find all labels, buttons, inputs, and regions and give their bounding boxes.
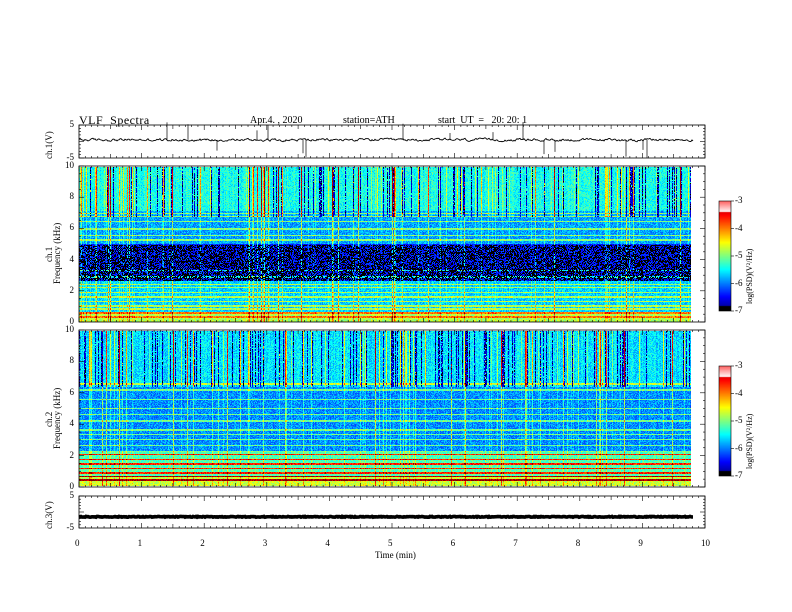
- colorbar-tick-label: -7: [735, 305, 743, 315]
- figure-title: VLF Spectra: [79, 113, 150, 127]
- x-tick-label: 1: [137, 538, 143, 548]
- x-tick-label: 5: [388, 538, 393, 548]
- colorbar-frame: [718, 200, 732, 312]
- y-tick-label: 8: [69, 355, 75, 366]
- y-tick-label: 10: [65, 324, 74, 334]
- colorbar-tick-label: -5: [735, 250, 743, 260]
- y-tick-label: 2: [69, 449, 75, 460]
- date-label: Apr.4. , 2020: [250, 115, 303, 126]
- colorbar-frame: [718, 365, 732, 477]
- colorbar-tick-label: -3: [735, 360, 743, 370]
- y-tick-label: 5: [69, 119, 75, 129]
- y-tick-label: 6: [69, 386, 75, 397]
- ch1-waveform-trace: [78, 137, 694, 143]
- x-tick-label: 3: [262, 538, 268, 548]
- x-tick-label: 6: [450, 538, 456, 548]
- ch1-waveform-ylabel: ch.1(V): [44, 131, 54, 159]
- y-tick-label: 10: [65, 160, 74, 170]
- colorbar-tick-label: -6: [735, 442, 743, 453]
- station-label: station=ATH: [343, 115, 395, 126]
- ch3-waveform-trace: [78, 514, 694, 520]
- y-tick-label: -5: [66, 522, 75, 532]
- y-tick-label: 2: [69, 284, 75, 295]
- y-tick-label: 0: [69, 316, 75, 326]
- x-tick-label: 8: [575, 538, 581, 548]
- y-tick-label: 0: [69, 481, 75, 491]
- x-tick-label: 7: [513, 538, 518, 548]
- start-time-label: start UT = 20: 20: 1: [438, 115, 528, 126]
- ch1-frequency-ylabel: Frequency (kHz): [52, 222, 62, 284]
- y-tick-label: 4: [69, 253, 75, 264]
- colorbar-ch1-label: log(PSD)(V²/Hz): [745, 248, 754, 304]
- panel-frame-3: [78, 329, 706, 488]
- y-tick-label: 6: [69, 222, 75, 233]
- ch3-waveform-ylabel: ch.3(V): [44, 501, 54, 529]
- x-tick-label: 9: [638, 538, 643, 548]
- x-axis-label: Time (min): [375, 550, 416, 560]
- ch2-frequency-ylabel: Frequency (kHz): [52, 387, 62, 449]
- x-tick-label: 4: [325, 538, 330, 548]
- spectrogram-ch2-image: [79, 331, 691, 486]
- y-tick-label: 5: [69, 490, 75, 500]
- colorbar-tick-label: -7: [735, 470, 743, 480]
- colorbar-ch2-label: log(PSD)(V²/Hz): [745, 413, 754, 469]
- x-tick-label: 10: [701, 538, 710, 548]
- y-tick-label: 8: [69, 191, 75, 202]
- x-tick-label: 0: [75, 538, 80, 548]
- colorbar-tick-label: -3: [735, 195, 743, 205]
- x-tick-label: 2: [200, 538, 205, 548]
- colorbar-tick-label: -6: [735, 277, 743, 288]
- y-tick-label: 4: [69, 418, 75, 429]
- colorbar-tick-label: -4: [735, 222, 743, 233]
- colorbar-ch2: [719, 366, 731, 476]
- colorbar-tick-label: -4: [735, 387, 743, 398]
- colorbar-tick-label: -5: [735, 415, 743, 425]
- colorbar-ch1: [719, 201, 731, 311]
- spectrogram-ch1-image: [79, 167, 691, 322]
- y-tick-label: -5: [66, 152, 75, 162]
- panel-frame-2: [78, 165, 706, 323]
